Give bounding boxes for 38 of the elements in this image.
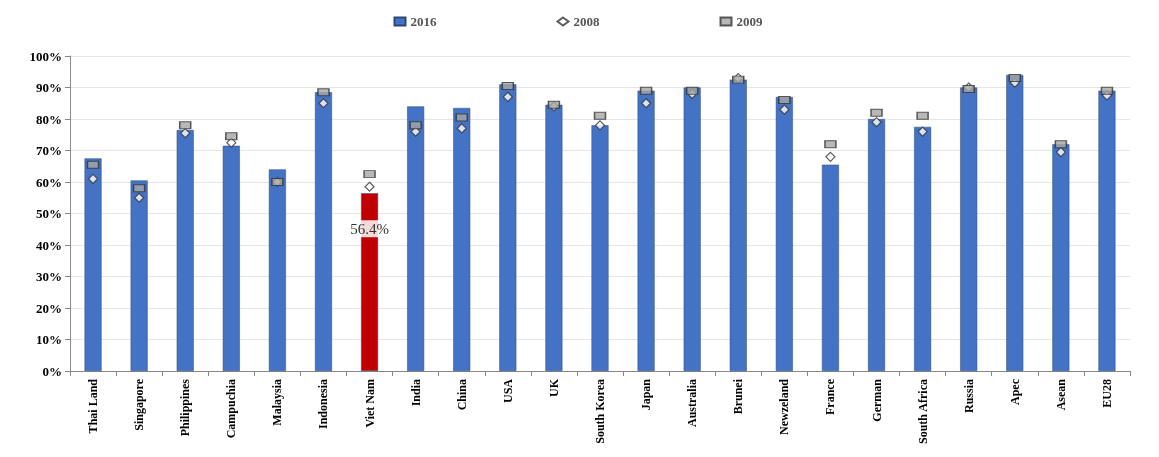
- x-tick-label: Australia: [685, 379, 700, 427]
- x-tick-label: Newzeland: [777, 378, 792, 435]
- x-tick-label: China: [454, 379, 469, 411]
- y-tick-label: 90%: [36, 80, 62, 95]
- y-tick-label: 50%: [36, 206, 62, 221]
- x-tick-label: Thai Land: [86, 378, 101, 434]
- x-tick-label: South Korea: [593, 379, 607, 444]
- x-tick-label: Viet Nam: [362, 379, 377, 428]
- x-tick-label: France: [823, 378, 838, 415]
- y-tick-label: 10%: [36, 332, 62, 347]
- x-tick-label: Campuchia: [224, 379, 239, 439]
- x-tick-label: Russia: [961, 379, 976, 414]
- y-tick-label: 0%: [42, 363, 62, 379]
- legend-label: 2016: [410, 14, 437, 29]
- x-tick-label: UK: [546, 378, 561, 397]
- y-tick-label: 70%: [36, 143, 62, 158]
- x-tick-label: Apec: [1007, 378, 1022, 405]
- y-tick-label: 40%: [36, 237, 62, 253]
- x-tick-label: Japan: [639, 378, 654, 411]
- x-tick-label: EU28: [1099, 379, 1114, 408]
- y-tick-label: 60%: [36, 174, 62, 190]
- x-tick-label: South Africa: [915, 379, 930, 445]
- y-tick-label: 20%: [36, 300, 62, 316]
- y-tick-label: 30%: [36, 269, 62, 284]
- y-tick-label: 100%: [29, 48, 62, 64]
- data-label: 56.4%: [350, 220, 389, 237]
- x-tick-label: Singapore: [132, 378, 147, 431]
- x-tick-label: Malaysia: [270, 379, 285, 426]
- x-tick-label: Indonesia: [316, 379, 331, 430]
- x-tick-label: India: [408, 379, 423, 407]
- x-tick-label: Asean: [1053, 378, 1068, 411]
- y-tick-label: 80%: [36, 111, 62, 127]
- legend-label: 2009: [736, 14, 763, 29]
- x-tick-label: Philippines: [178, 378, 193, 437]
- x-tick-label: USA: [500, 378, 515, 404]
- legend-label: 2008: [573, 14, 600, 29]
- x-tick-label: German: [869, 378, 884, 422]
- x-tick-label: Brunei: [731, 378, 746, 415]
